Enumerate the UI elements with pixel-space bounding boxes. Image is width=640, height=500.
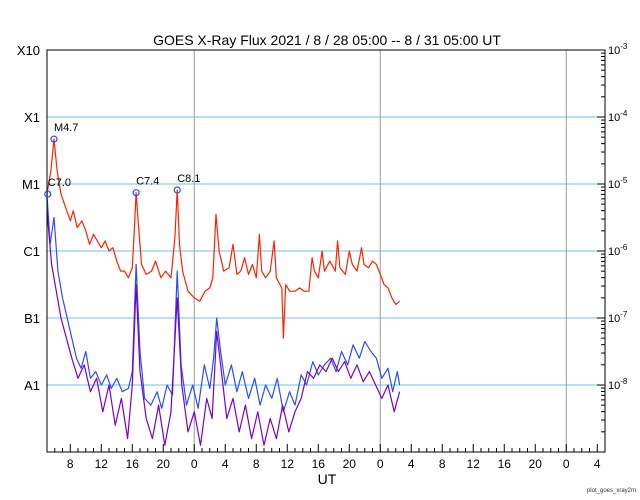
x-tick-label: 12	[281, 457, 295, 471]
right-axis-exponent: -4	[620, 109, 628, 118]
x-axis-label: UT	[318, 471, 337, 487]
x-tick-label: 8	[439, 457, 446, 471]
x-tick-label: 0	[563, 457, 570, 471]
flare-marker	[50, 135, 58, 143]
x-tick-label: 16	[312, 457, 326, 471]
right-axis-exponent: -8	[620, 377, 628, 386]
right-axis-label: 10-8	[608, 377, 628, 392]
x-tick-label: 20	[529, 457, 543, 471]
flare-annotation-label: C7.0	[48, 177, 71, 189]
flare-class-label: C1	[23, 244, 40, 259]
right-axis-exponent: -3	[620, 42, 628, 51]
data-series-line	[46, 210, 401, 446]
x-tick-label: 16	[126, 457, 140, 471]
chart-title: GOES X-Ray Flux 2021 / 8 / 28 05:00 -- 8…	[153, 32, 501, 48]
right-axis-exponent: -6	[620, 243, 628, 252]
right-axis-base: 10	[608, 246, 620, 258]
right-axis-exponent: -5	[620, 176, 628, 185]
flare-class-label: M1	[22, 177, 40, 192]
flare-marker	[173, 186, 181, 194]
x-tick-label: 4	[222, 457, 229, 471]
right-axis-base: 10	[608, 380, 620, 392]
x-tick-label: 12	[467, 457, 481, 471]
footer-label: plot_goes_xray2m	[587, 488, 636, 494]
flare-annotation-label: C8.1	[177, 173, 200, 185]
series-layer	[46, 138, 401, 446]
right-axis-base: 10	[608, 179, 620, 191]
x-tick-label: 16	[498, 457, 512, 471]
flare-marker	[44, 190, 52, 198]
x-tick-label: 20	[343, 457, 357, 471]
data-series-line	[46, 194, 401, 413]
x-tick-label: 4	[408, 457, 415, 471]
flare-annotation-label: M4.7	[54, 122, 78, 134]
flare-annotation-label: C7.4	[136, 176, 159, 188]
flare-class-label: B1	[24, 311, 40, 326]
x-tick-label: 4	[594, 457, 601, 471]
right-axis-label: 10-4	[608, 109, 628, 124]
x-tick-label: 20	[157, 457, 171, 471]
x-tick-label: 12	[95, 457, 109, 471]
flare-marker	[132, 189, 140, 197]
flare-class-label: X1	[24, 110, 40, 125]
right-axis-label: 10-7	[608, 310, 628, 325]
x-tick-label: 0	[377, 457, 384, 471]
annotation-layer: C7.0 M4.7 C7.4 C8.1	[44, 122, 200, 198]
right-axis-base: 10	[608, 45, 620, 57]
flare-class-label: A1	[24, 378, 40, 393]
x-tick-label: 8	[253, 457, 260, 471]
x-tick-label: 8	[67, 457, 74, 471]
data-series-line	[46, 138, 400, 339]
right-axis-label: 10-5	[608, 176, 628, 191]
flare-class-label: X10	[17, 43, 40, 58]
right-axis-label: 10-3	[608, 42, 628, 57]
right-axis-base: 10	[608, 112, 620, 124]
right-axis-exponent: -7	[620, 310, 628, 319]
right-axis-label: 10-6	[608, 243, 628, 258]
x-tick-label: 0	[191, 457, 198, 471]
right-axis-base: 10	[608, 313, 620, 325]
